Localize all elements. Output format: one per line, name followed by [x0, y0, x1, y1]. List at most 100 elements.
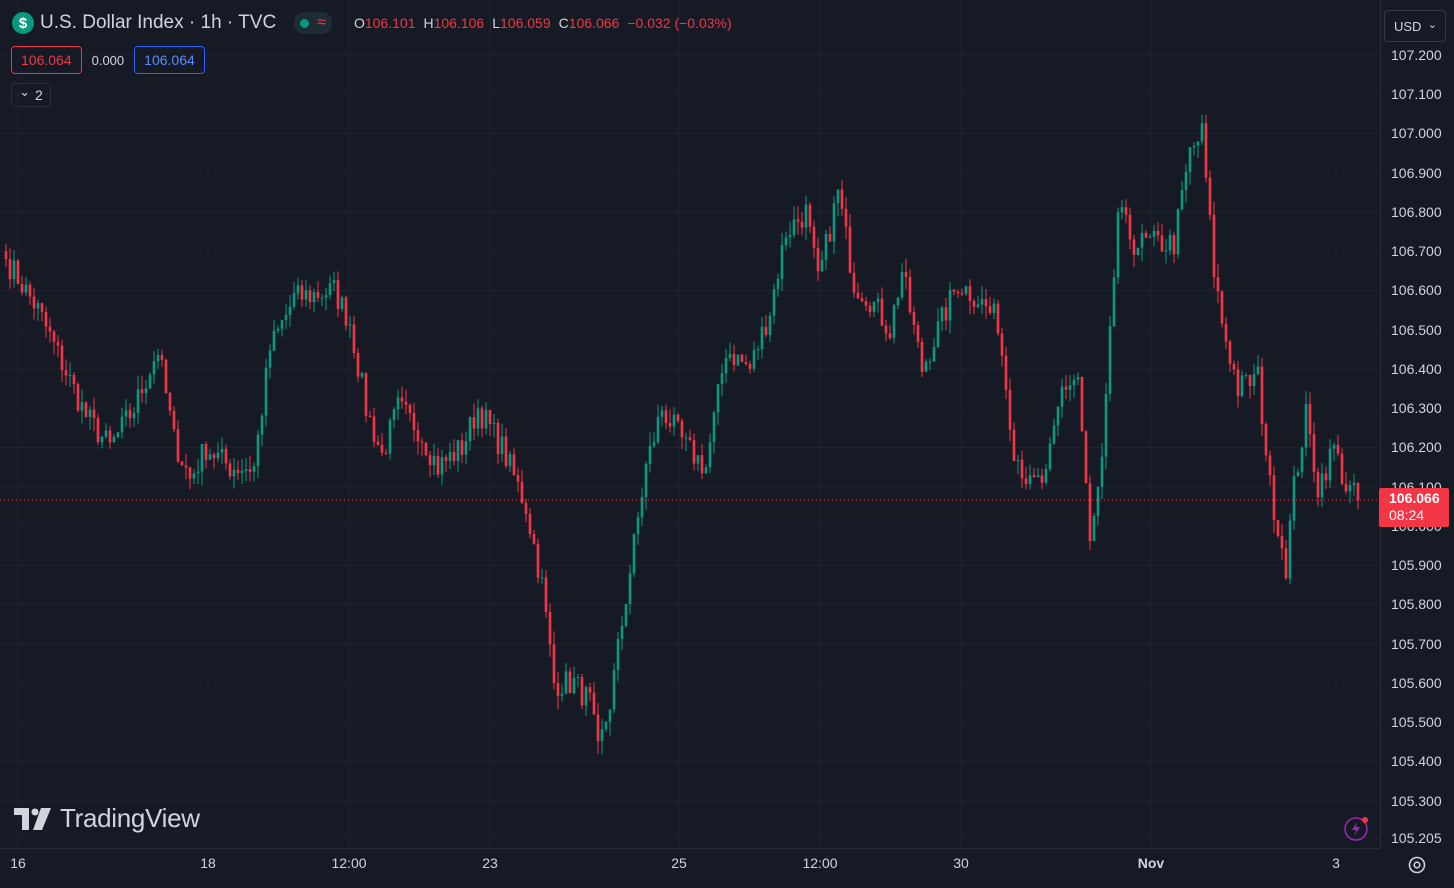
candle-body: [716, 384, 720, 413]
candle-body: [648, 445, 652, 464]
symbol-title[interactable]: U.S. Dollar Index · 1h · TVC: [40, 12, 277, 33]
candle-body: [1192, 145, 1196, 148]
candle-body: [820, 259, 824, 272]
candle-body: [144, 388, 148, 394]
candle-body: [956, 291, 960, 294]
candle-body: [1036, 475, 1040, 478]
candle-body: [1252, 374, 1256, 386]
candle-body: [564, 671, 568, 694]
candle-body: [180, 461, 184, 466]
candle-body: [688, 437, 692, 440]
market-open-icon: [300, 18, 310, 28]
currency-selector[interactable]: USD ⌄: [1384, 10, 1446, 42]
dollar-icon[interactable]: $: [12, 12, 34, 34]
candle-body: [1028, 475, 1032, 485]
price-axis[interactable]: 107.200 107.100 107.000 106.900 106.800 106.7…: [1380, 0, 1454, 848]
candle-body: [928, 361, 932, 363]
candle-body: [284, 314, 288, 321]
candle-body: [60, 345, 64, 371]
candle-body: [264, 367, 268, 416]
candle-body: [668, 423, 672, 427]
candle-body: [540, 577, 544, 579]
candle-body: [1296, 472, 1300, 476]
candle-body: [1188, 147, 1192, 172]
candle-body: [788, 234, 792, 238]
candle-body: [464, 441, 468, 455]
candle-body: [1348, 485, 1352, 492]
candle-body: [976, 304, 980, 307]
candle-body: [1300, 447, 1304, 473]
candle-body: [872, 301, 876, 312]
candle-body: [1060, 386, 1064, 407]
tradingview-logo[interactable]: TradingView: [14, 803, 200, 834]
candle-body: [28, 284, 32, 297]
candle-body: [1024, 478, 1028, 485]
sell-button[interactable]: 106.064: [11, 46, 82, 74]
time-tick-label: Nov: [1137, 855, 1165, 871]
candle-body: [936, 321, 940, 347]
candle-body: [52, 331, 56, 342]
chart-pane[interactable]: [0, 0, 1380, 848]
candle-body: [132, 412, 136, 419]
price-tick-label: 106.500: [1391, 321, 1442, 338]
candle-body: [608, 709, 612, 722]
candle-body: [600, 729, 604, 742]
time-tick-label: 16: [10, 855, 26, 871]
candle-body: [344, 297, 348, 326]
candle-body: [1100, 456, 1104, 487]
price-tick-label: 107.100: [1391, 86, 1442, 103]
candle-body: [396, 397, 400, 410]
candle-body: [832, 203, 836, 242]
candle-body: [944, 307, 948, 321]
candle-body: [1072, 379, 1076, 386]
candle-body: [720, 373, 724, 385]
candle-body: [916, 324, 920, 342]
alert-lightning-button[interactable]: [1342, 814, 1370, 842]
candle-body: [876, 298, 880, 302]
candle-body: [204, 444, 208, 460]
time-axis[interactable]: 16 18 12:00 23 25 12:00 30 Nov 3: [0, 848, 1380, 888]
candle-body: [760, 326, 764, 350]
candle-body: [752, 350, 756, 369]
candle-body: [184, 465, 188, 468]
candle-body: [480, 408, 484, 429]
price-tick-label: 105.400: [1391, 753, 1442, 770]
chart-settings-button[interactable]: [1404, 852, 1430, 878]
candle-body: [172, 410, 176, 430]
candle-body: [1020, 459, 1024, 479]
candle-body: [672, 414, 676, 427]
candle-body: [664, 410, 668, 424]
indicators-toggle-button[interactable]: ⌄ 2: [11, 83, 51, 107]
time-tick-label: 3: [1332, 855, 1340, 871]
candle-body: [1228, 341, 1232, 364]
candle-body: [248, 469, 252, 472]
candle-body: [1264, 424, 1268, 456]
candle-body: [336, 280, 340, 310]
buy-button[interactable]: 106.064: [134, 46, 205, 74]
candle-body: [1284, 548, 1288, 579]
candle-body: [1204, 123, 1208, 178]
candle-body: [92, 409, 96, 419]
candle-body: [276, 328, 280, 331]
candle-body: [1200, 123, 1204, 142]
candle-body: [1068, 385, 1072, 390]
candle-body: [1352, 483, 1356, 486]
candle-body: [1320, 473, 1324, 498]
candle-body: [392, 409, 396, 421]
price-tick-label: 105.900: [1391, 557, 1442, 574]
candle-body: [196, 471, 200, 474]
candle-body: [188, 467, 192, 479]
candle-body: [724, 357, 728, 374]
time-tick-label: 12:00: [331, 855, 367, 871]
candle-body: [680, 420, 684, 438]
chevron-down-icon: ⌄: [1427, 19, 1437, 31]
candle-body: [1160, 235, 1164, 252]
market-status[interactable]: ≈: [294, 12, 332, 34]
candle-body: [332, 280, 336, 284]
candle-body: [436, 456, 440, 475]
candle-body: [428, 455, 432, 466]
candle-body: [268, 350, 272, 368]
candle-body: [1260, 366, 1264, 425]
candle-body: [792, 219, 796, 235]
candlestick-chart[interactable]: [0, 0, 1380, 848]
